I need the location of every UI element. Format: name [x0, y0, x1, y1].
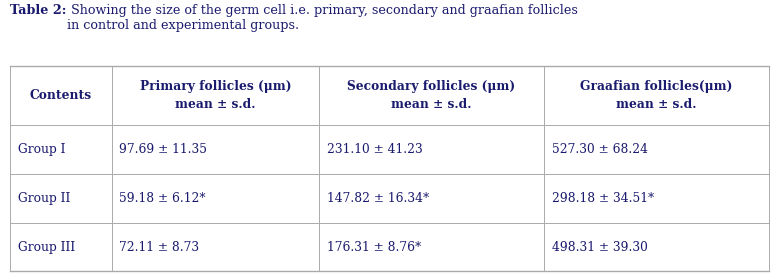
Text: Group I: Group I: [18, 143, 65, 156]
Text: 498.31 ± 39.30: 498.31 ± 39.30: [552, 240, 647, 253]
Text: 59.18 ± 6.12*: 59.18 ± 6.12*: [119, 192, 206, 205]
Text: Group II: Group II: [18, 192, 70, 205]
Text: 176.31 ± 8.76*: 176.31 ± 8.76*: [326, 240, 421, 253]
Text: 72.11 ± 8.73: 72.11 ± 8.73: [119, 240, 199, 253]
Text: 147.82 ± 16.34*: 147.82 ± 16.34*: [326, 192, 429, 205]
Text: 231.10 ± 41.23: 231.10 ± 41.23: [326, 143, 422, 156]
Text: Graafian follicles(μm)
mean ± s.d.: Graafian follicles(μm) mean ± s.d.: [580, 80, 732, 111]
Text: 298.18 ± 34.51*: 298.18 ± 34.51*: [552, 192, 654, 205]
Text: 527.30 ± 68.24: 527.30 ± 68.24: [552, 143, 647, 156]
Text: Secondary follicles (μm)
mean ± s.d.: Secondary follicles (μm) mean ± s.d.: [347, 80, 516, 111]
Text: Primary follicles (μm)
mean ± s.d.: Primary follicles (μm) mean ± s.d.: [139, 80, 291, 111]
Text: 97.69 ± 11.35: 97.69 ± 11.35: [119, 143, 207, 156]
Text: Contents: Contents: [30, 89, 92, 102]
Text: Group III: Group III: [18, 240, 75, 253]
Text: Table 2:: Table 2:: [10, 4, 66, 17]
Text: Showing the size of the germ cell i.e. primary, secondary and graafian follicles: Showing the size of the germ cell i.e. p…: [66, 4, 577, 32]
